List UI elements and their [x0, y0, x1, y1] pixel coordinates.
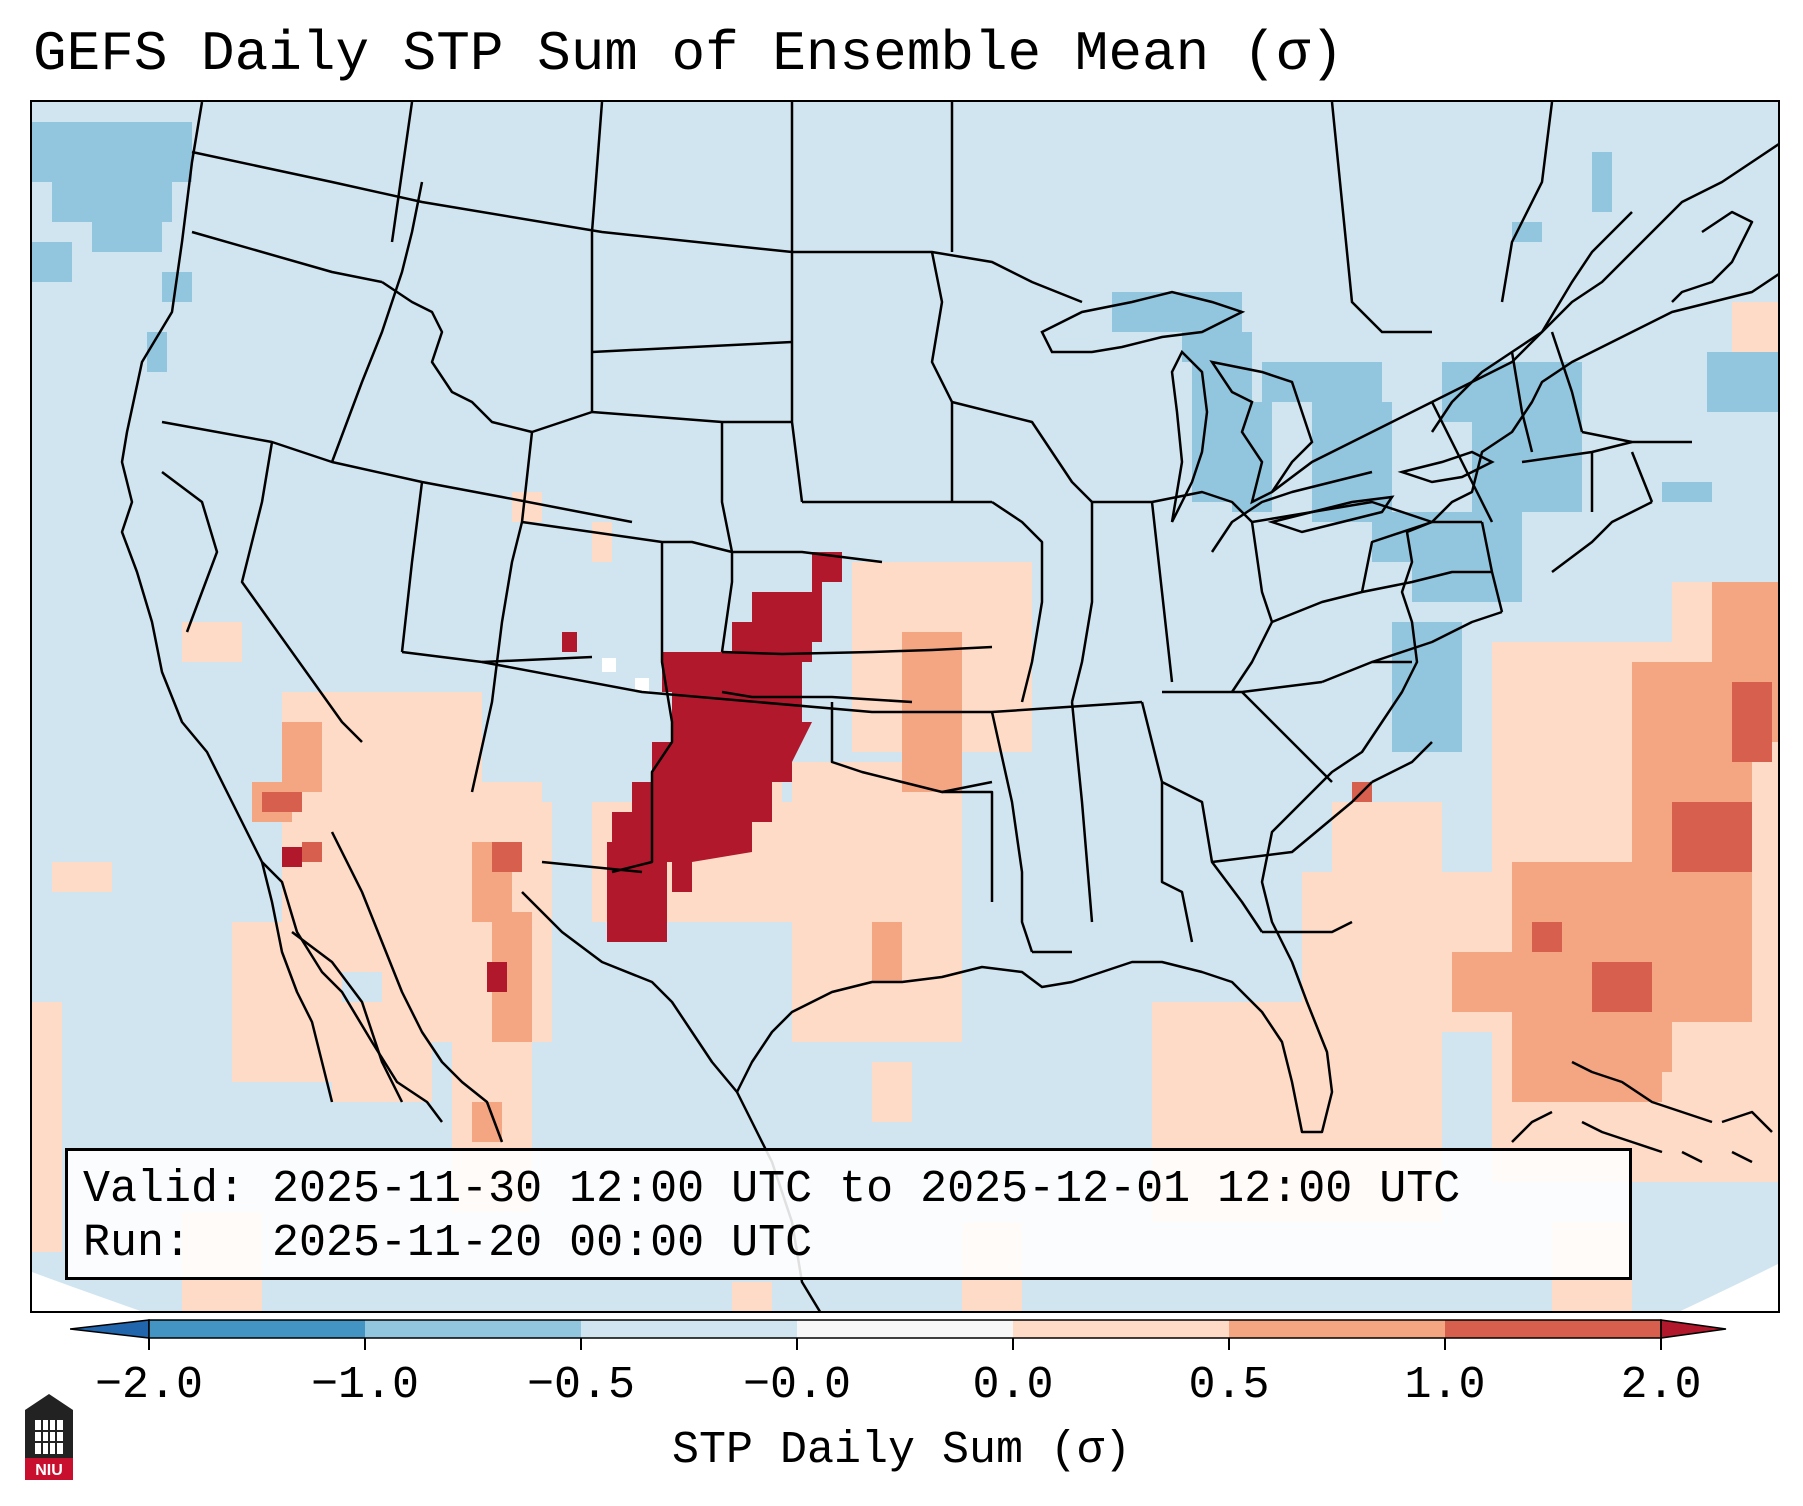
colorbar-bin: [797, 1320, 1013, 1338]
colorbar-label: STP Daily Sum (σ): [671, 1425, 1132, 1476]
colorbar-outline: [148, 1319, 1662, 1339]
strong-positive-patches: [262, 682, 1772, 1012]
colorbar-bin: [581, 1320, 797, 1338]
colorbar-extend-low: [70, 1319, 150, 1339]
tick-label: 1.0: [1404, 1360, 1486, 1411]
colorbar-extend-high: [1660, 1319, 1727, 1339]
colorbar-bin: [1229, 1320, 1445, 1338]
colorbar-bin: [365, 1320, 581, 1338]
projection-edge-left: [32, 1272, 141, 1311]
extreme-positive-patches: [282, 552, 842, 992]
projection-edge-right: [1680, 1263, 1778, 1311]
chart-title: GEFS Daily STP Sum of Ensemble Mean (σ): [33, 22, 1344, 86]
map-panel: [30, 100, 1780, 1313]
tick-label: −1.0: [310, 1360, 420, 1411]
logo-text: NIU: [35, 1462, 63, 1479]
tick-label: 2.0: [1620, 1360, 1702, 1411]
tick-label: −0.0: [742, 1360, 852, 1411]
tick-label: −2.0: [94, 1360, 204, 1411]
colorbar-bin: [1013, 1320, 1229, 1338]
colorbar-bin: [1445, 1320, 1661, 1338]
tick-label: 0.0: [972, 1360, 1054, 1411]
niu-logo: NIU: [25, 1394, 73, 1480]
tick-label: −0.5: [526, 1360, 636, 1411]
tick-label: 0.5: [1188, 1360, 1270, 1411]
valid-time-text: Valid: 2025-11-30 12:00 UTC to 2025-12-0…: [83, 1164, 1461, 1215]
run-time-text: Run: 2025-11-20 00:00 UTC: [83, 1218, 813, 1269]
caribbean-islands: [1581, 1120, 1753, 1164]
validity-info-box: Valid: 2025-11-30 12:00 UTC to 2025-12-0…: [65, 1148, 1632, 1280]
map-canvas: [32, 102, 1778, 1311]
coastlines: [120, 102, 1778, 1311]
colorbar: [70, 1319, 1727, 1350]
state-borders: [161, 181, 1692, 954]
colorbar-bin: [149, 1320, 365, 1338]
